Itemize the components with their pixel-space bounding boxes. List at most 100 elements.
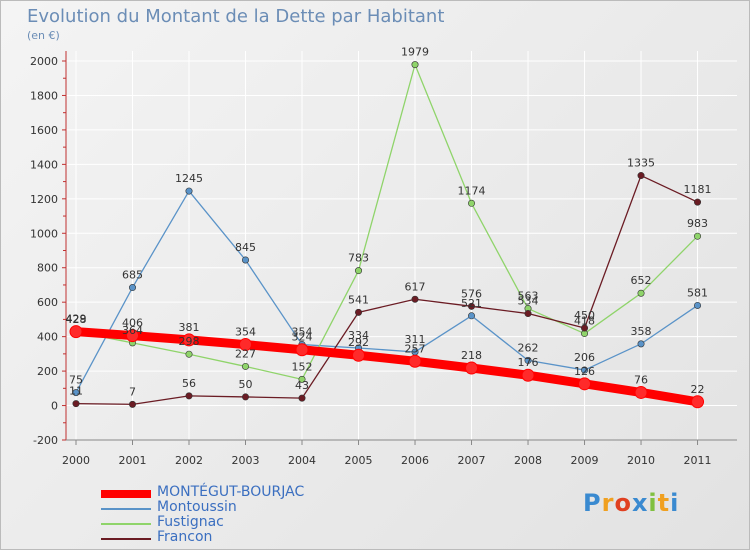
x-tick-label: 2003 xyxy=(232,454,260,467)
data-label: 76 xyxy=(634,373,648,386)
legend-label: Francon xyxy=(157,529,213,545)
x-tick-label: 2004 xyxy=(288,454,316,467)
data-label: 783 xyxy=(348,252,369,265)
data-label: 581 xyxy=(687,286,708,299)
chart-title: Evolution du Montant de la Dette par Hab… xyxy=(27,6,445,27)
x-tick-label: 2008 xyxy=(514,454,542,467)
y-tick-label: -200 xyxy=(33,434,58,447)
y-tick-label: 1800 xyxy=(30,89,58,102)
data-label: 429 xyxy=(66,313,87,326)
data-label: 1335 xyxy=(627,157,655,170)
series-line xyxy=(71,327,703,407)
data-label: 218 xyxy=(461,349,482,362)
legend-swatch xyxy=(101,490,151,498)
data-point xyxy=(694,301,702,309)
legend-label: Montoussin xyxy=(157,499,237,515)
data-point xyxy=(129,284,137,292)
logo-letter: i xyxy=(670,489,680,517)
data-point xyxy=(185,392,193,400)
data-point xyxy=(72,400,80,408)
data-label: 652 xyxy=(631,274,652,287)
logo-letter: t xyxy=(657,489,671,517)
legend-swatch xyxy=(101,538,151,540)
data-label: 11 xyxy=(69,385,83,398)
data-point xyxy=(411,61,419,69)
data-label: 126 xyxy=(574,365,595,378)
data-point xyxy=(694,232,702,240)
data-label: 534 xyxy=(518,295,539,308)
data-point xyxy=(126,329,140,343)
data-label: 1181 xyxy=(684,183,712,196)
data-point xyxy=(72,389,80,397)
y-tick-label: 1400 xyxy=(30,158,58,171)
data-label: 50 xyxy=(239,378,253,391)
data-point xyxy=(637,289,645,297)
data-point xyxy=(468,312,476,320)
data-label: 983 xyxy=(687,217,708,230)
data-point xyxy=(468,302,476,310)
data-label: 206 xyxy=(574,351,595,364)
y-tick-label: 2000 xyxy=(30,55,58,68)
data-label: 227 xyxy=(235,347,256,360)
data-point xyxy=(355,308,363,316)
data-point xyxy=(694,198,702,206)
legend-swatch xyxy=(101,523,151,525)
proxiti-logo: Proxiti xyxy=(583,489,679,517)
data-label: 292 xyxy=(348,336,369,349)
data-point xyxy=(637,172,645,180)
legend-label: Fustignac xyxy=(157,514,224,530)
data-point xyxy=(521,368,535,382)
x-tick-label: 2002 xyxy=(175,454,203,467)
x-tick-label: 2005 xyxy=(345,454,373,467)
data-point xyxy=(242,256,250,264)
data-label: 406 xyxy=(122,317,143,330)
data-point xyxy=(239,338,253,352)
y-tick-label: 0 xyxy=(51,400,58,413)
x-tick-label: 2009 xyxy=(571,454,599,467)
data-point xyxy=(578,377,592,391)
data-point xyxy=(581,324,589,332)
data-point xyxy=(634,385,648,399)
data-point xyxy=(298,394,306,402)
data-label: 521 xyxy=(461,297,482,310)
logo-letter: o xyxy=(614,489,632,517)
data-label: 43 xyxy=(295,379,309,392)
data-label: 685 xyxy=(122,269,143,282)
y-tick-label: 800 xyxy=(37,262,58,275)
data-label: 311 xyxy=(405,333,426,346)
x-tick-label: 2006 xyxy=(401,454,429,467)
data-point xyxy=(581,366,589,374)
data-point xyxy=(408,354,422,368)
data-label: 1174 xyxy=(458,184,486,197)
data-label: 617 xyxy=(405,280,426,293)
data-point xyxy=(691,395,705,409)
series-line xyxy=(75,190,699,394)
data-label: 22 xyxy=(691,383,705,396)
logo-letter: i xyxy=(648,489,658,517)
data-label: 428 xyxy=(66,313,87,326)
data-label: 7 xyxy=(129,385,136,398)
data-label: 358 xyxy=(631,325,652,338)
series-line xyxy=(75,174,699,405)
data-point xyxy=(465,361,479,375)
series-line xyxy=(75,63,699,381)
data-label: 418 xyxy=(574,315,595,328)
data-point xyxy=(298,375,306,383)
data-point xyxy=(242,362,250,370)
data-label: 324 xyxy=(292,331,313,344)
data-label: 75 xyxy=(69,374,83,387)
y-tick-label: 1000 xyxy=(30,227,58,240)
data-label: 576 xyxy=(461,287,482,300)
data-label: 257 xyxy=(405,342,426,355)
logo-letter: r xyxy=(601,489,615,517)
data-label: 262 xyxy=(518,341,539,354)
y-tick-label: 400 xyxy=(37,331,58,344)
data-label: 381 xyxy=(179,321,200,334)
x-tick-label: 2007 xyxy=(458,454,486,467)
y-axis-unit: (en €) xyxy=(27,29,60,42)
x-tick-label: 2011 xyxy=(684,454,712,467)
data-label: 354 xyxy=(235,326,256,339)
data-point xyxy=(524,310,532,318)
data-label: 1979 xyxy=(401,46,429,59)
